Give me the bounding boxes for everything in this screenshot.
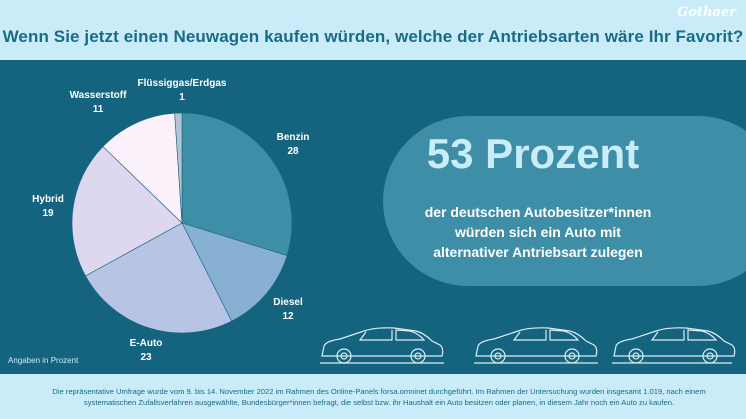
pie-label-name: Diesel bbox=[273, 297, 303, 308]
page-title: Wenn Sie jetzt einen Neuwagen kaufen wür… bbox=[2, 27, 744, 46]
pie-slice-e-auto bbox=[85, 222, 233, 334]
pie-slice-diesel bbox=[181, 222, 288, 322]
highlight-number: 53 Prozent bbox=[426, 130, 640, 177]
footnote: Die repräsentative Umfrage wurde vom 9. … bbox=[52, 387, 706, 407]
highlight-line-1: der deutschen Autobesitzer*innen bbox=[424, 204, 652, 220]
unit-note: Angaben in Prozent bbox=[8, 356, 79, 365]
pie-label-name: Benzin bbox=[276, 132, 310, 143]
pie-label-fluessiggas: Flüssiggas/Erdgas 1 bbox=[130, 77, 234, 105]
pie-label-name: Wasserstoff bbox=[69, 90, 127, 101]
pie-label-hybrid: Hybrid 19 bbox=[28, 193, 68, 221]
pie-label-name: Flüssiggas/Erdgas bbox=[137, 78, 227, 89]
pie-slice-hybrid bbox=[71, 146, 183, 277]
pie-label-value: 1 bbox=[179, 92, 185, 103]
highlight-pill bbox=[383, 116, 746, 286]
pie-slice-fl-ssiggas-erdgas bbox=[174, 112, 183, 224]
highlight-line-2: würden sich ein Auto mit bbox=[455, 224, 621, 240]
brand-logo: Gothaer bbox=[677, 5, 736, 20]
car-illustrations bbox=[320, 327, 736, 364]
pie-label-diesel: Diesel 12 bbox=[263, 296, 313, 324]
pie-label-value: 11 bbox=[92, 104, 104, 115]
pie-label-wasserstoff: Wasserstoff 11 bbox=[62, 89, 134, 117]
pie-label-benzin: Benzin 28 bbox=[268, 131, 318, 159]
car-icon bbox=[320, 327, 444, 364]
footer bbox=[0, 374, 746, 419]
highlight-line-3: alternativer Antriebsart zulegen bbox=[433, 244, 643, 260]
pie-label-value: 23 bbox=[140, 352, 152, 363]
pie-label-value: 19 bbox=[42, 208, 54, 219]
pie-label-name: E-Auto bbox=[129, 338, 163, 349]
car-icon bbox=[612, 327, 736, 364]
pie-slice-wasserstoff bbox=[102, 112, 183, 224]
car-icon bbox=[474, 327, 598, 364]
pie-label-name: Hybrid bbox=[32, 194, 64, 205]
pie-label-e-auto: E-Auto 23 bbox=[120, 337, 172, 365]
header: Wenn Sie jetzt einen Neuwagen kaufen wür… bbox=[0, 0, 746, 60]
pie-slice-benzin bbox=[181, 112, 293, 256]
pie-label-value: 28 bbox=[287, 146, 299, 157]
pie-label-value: 12 bbox=[282, 311, 294, 322]
